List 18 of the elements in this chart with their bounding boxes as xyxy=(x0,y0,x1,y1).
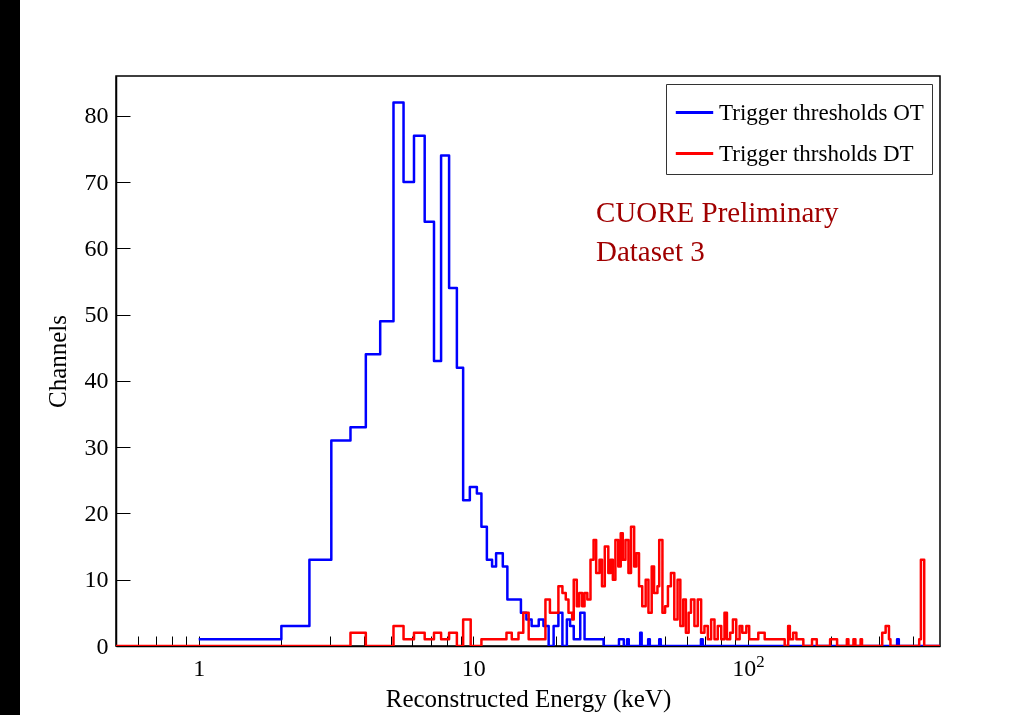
x-tick-label: 10$^{2}$ xyxy=(732,651,765,681)
x-axis-title: Reconstructed Energy (keV) xyxy=(385,684,672,713)
y-tick-label: 80 xyxy=(84,102,109,129)
y-tick-label: 50 xyxy=(84,301,109,328)
annotation: CUORE Preliminary xyxy=(596,196,839,228)
y-tick-label: 40 xyxy=(84,367,109,394)
y-tick-label: 30 xyxy=(84,433,109,460)
legend-label: Trigger thrsholds DT xyxy=(719,140,914,166)
legend-label: Trigger thresholds OT xyxy=(719,99,924,125)
y-tick-label: 70 xyxy=(84,168,109,195)
annotation: Dataset 3 xyxy=(596,235,705,267)
y-axis-title: Channels xyxy=(43,314,71,409)
y-tick-label: 0 xyxy=(96,632,109,659)
y-tick-label: 20 xyxy=(84,499,109,526)
x-tick-label: 10 xyxy=(461,654,486,681)
x-tick-label: 1 xyxy=(193,654,206,681)
y-tick-label: 60 xyxy=(84,234,109,261)
y-tick-label: 10 xyxy=(84,566,109,593)
